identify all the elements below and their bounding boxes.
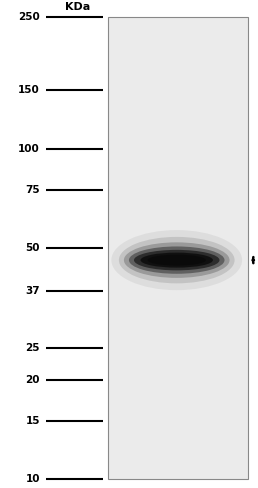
Text: 75: 75 (25, 185, 40, 195)
Text: 20: 20 (26, 375, 40, 385)
Ellipse shape (124, 243, 230, 278)
Bar (108, 17, 248, 479)
Ellipse shape (111, 230, 242, 290)
Text: 100: 100 (18, 143, 40, 154)
Ellipse shape (141, 253, 213, 267)
Text: 50: 50 (26, 243, 40, 253)
Text: 10: 10 (26, 474, 40, 484)
Text: 15: 15 (26, 416, 40, 426)
Text: 250: 250 (18, 12, 40, 22)
Text: KDa: KDa (65, 2, 90, 12)
Ellipse shape (156, 256, 198, 264)
Ellipse shape (119, 237, 235, 284)
Text: 150: 150 (18, 85, 40, 96)
Ellipse shape (148, 255, 206, 265)
Ellipse shape (134, 250, 220, 270)
Ellipse shape (129, 246, 224, 274)
Text: 37: 37 (25, 286, 40, 296)
Text: 25: 25 (26, 343, 40, 353)
